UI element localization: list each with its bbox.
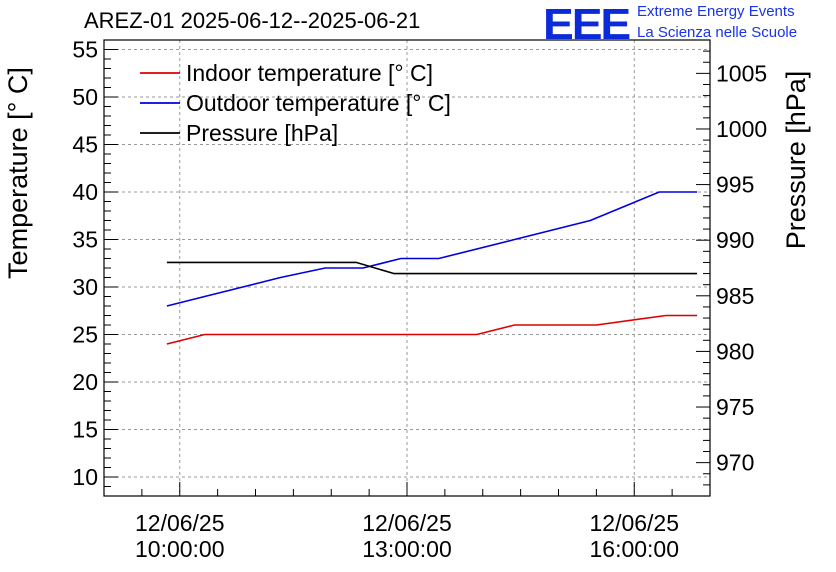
- right-y-axis: 970 975 980 985 990 995 1000 1005: [696, 50, 767, 486]
- logo-line-1: Extreme Energy Events: [637, 3, 795, 20]
- y2-tick-label: 990: [716, 227, 754, 253]
- left-y-axis: 10 15 20 25 30 35 40 45 50 55: [72, 37, 118, 490]
- chart-title: AREZ-01 2025-06-12--2025-06-21: [84, 8, 421, 33]
- y-tick-label: 25: [72, 322, 98, 348]
- y-tick-label: 50: [72, 84, 98, 110]
- y2-tick-label: 980: [716, 338, 754, 364]
- x-axis: 12/06/2510:00:0012/06/2513:00:0012/06/25…: [103, 482, 711, 562]
- x-tick-time: 16:00:00: [589, 536, 679, 562]
- y2-tick-label: 995: [716, 172, 754, 198]
- y-axis-label: Temperature [° C]: [3, 67, 33, 279]
- y-tick-label: 15: [72, 417, 98, 443]
- y-tick-label: 30: [72, 274, 98, 300]
- y2-tick-label: 1005: [716, 60, 767, 86]
- y-tick-label: 55: [72, 37, 98, 63]
- x-tick-time: 10:00:00: [135, 536, 225, 562]
- x-tick-date: 12/06/25: [589, 510, 679, 536]
- x-tick-date: 12/06/25: [362, 510, 452, 536]
- y-tick-label: 35: [72, 227, 98, 253]
- y-tick-label: 10: [72, 464, 98, 490]
- series-line-2: [166, 261, 698, 275]
- data-series: [166, 191, 698, 345]
- y2-tick-label: 970: [716, 450, 754, 476]
- grid-lines: [104, 40, 710, 496]
- series-line-1: [166, 191, 698, 307]
- y-tick-label: 45: [72, 132, 98, 158]
- y-tick-label: 20: [72, 369, 98, 395]
- x-tick-time: 13:00:00: [362, 536, 452, 562]
- y-tick-label: 40: [72, 179, 98, 205]
- x-tick-date: 12/06/25: [135, 510, 225, 536]
- legend: Indoor temperature [° C] Outdoor temperat…: [140, 60, 451, 146]
- eee-logo: EEE: [543, 0, 631, 49]
- legend-label-1: Outdoor temperature [° C]: [186, 90, 451, 116]
- y2-tick-label: 975: [716, 394, 754, 420]
- y2-tick-label: 985: [716, 283, 754, 309]
- y2-tick-label: 1000: [716, 116, 767, 142]
- logo-line-2: La Scienza nelle Scuole: [637, 24, 798, 41]
- y2-axis-label: Pressure [hPa]: [781, 71, 811, 250]
- legend-label-0: Indoor temperature [° C]: [186, 60, 433, 86]
- series-line-0: [166, 314, 698, 345]
- legend-label-2: Pressure [hPa]: [186, 120, 338, 146]
